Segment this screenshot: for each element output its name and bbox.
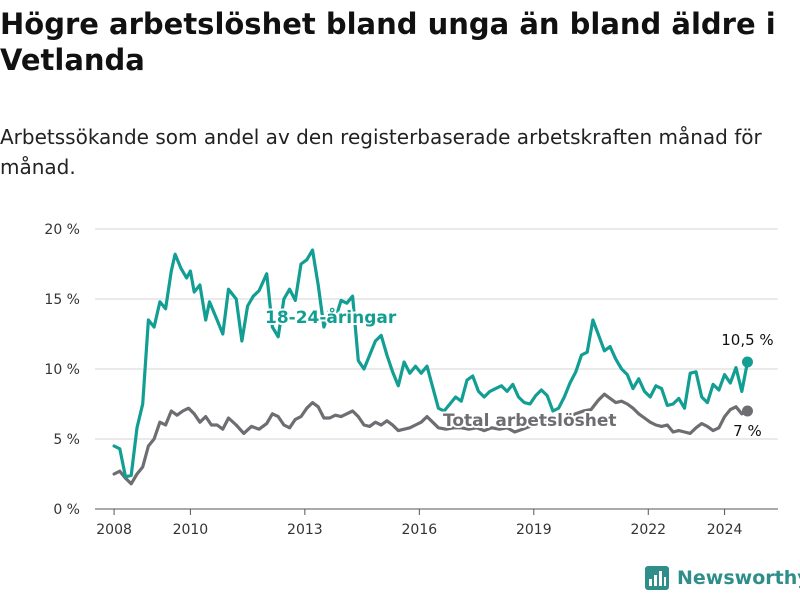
newsworthy-logo-icon [645,566,669,590]
y-tick-label: 10 % [44,362,80,378]
newsworthy-logo[interactable]: Newsworthy [645,566,800,590]
x-tick-label: 2010 [173,522,209,538]
x-tick-label: 2019 [516,522,552,538]
endpoint-marker-youth [741,356,753,368]
y-tick-label: 0 % [53,502,80,518]
chart-title: Högre arbetslöshet bland unga än bland ä… [0,7,776,77]
chart-subtitle: Arbetssökande som andel av den registerb… [0,125,762,179]
line-chart: 0 % 5 % 10 % 15 % 20 % 2008 2010 2013 2016 2019 20… [44,222,778,538]
series-labels: 10,5 % 7 % 18-24-åringar Total arbetslöshet [263,304,774,440]
end-label-youth: 10,5 % [721,331,773,349]
series-line-youth [112,248,750,479]
series-label-total: Total arbetslöshet [443,411,617,431]
series-lines [112,248,753,486]
end-label-total: 7 % [733,422,762,440]
x-tick-label: 2013 [287,522,323,538]
endpoint-marker-total [741,405,753,417]
axes: 0 % 5 % 10 % 15 % 20 % 2008 2010 2013 2016 2019 20… [44,222,742,538]
series-line-total [112,392,750,486]
x-tick-label: 2024 [707,522,743,538]
x-tick-label: 2008 [96,522,132,538]
y-tick-label: 5 % [53,432,80,448]
y-tick-label: 20 % [44,222,80,238]
gridlines [95,228,778,510]
brand-name: Newsworthy [677,567,800,589]
y-tick-label: 15 % [44,292,80,308]
x-tick-label: 2016 [402,522,438,538]
series-label-youth: 18-24-åringar [265,306,397,328]
x-tick-label: 2022 [630,522,666,538]
